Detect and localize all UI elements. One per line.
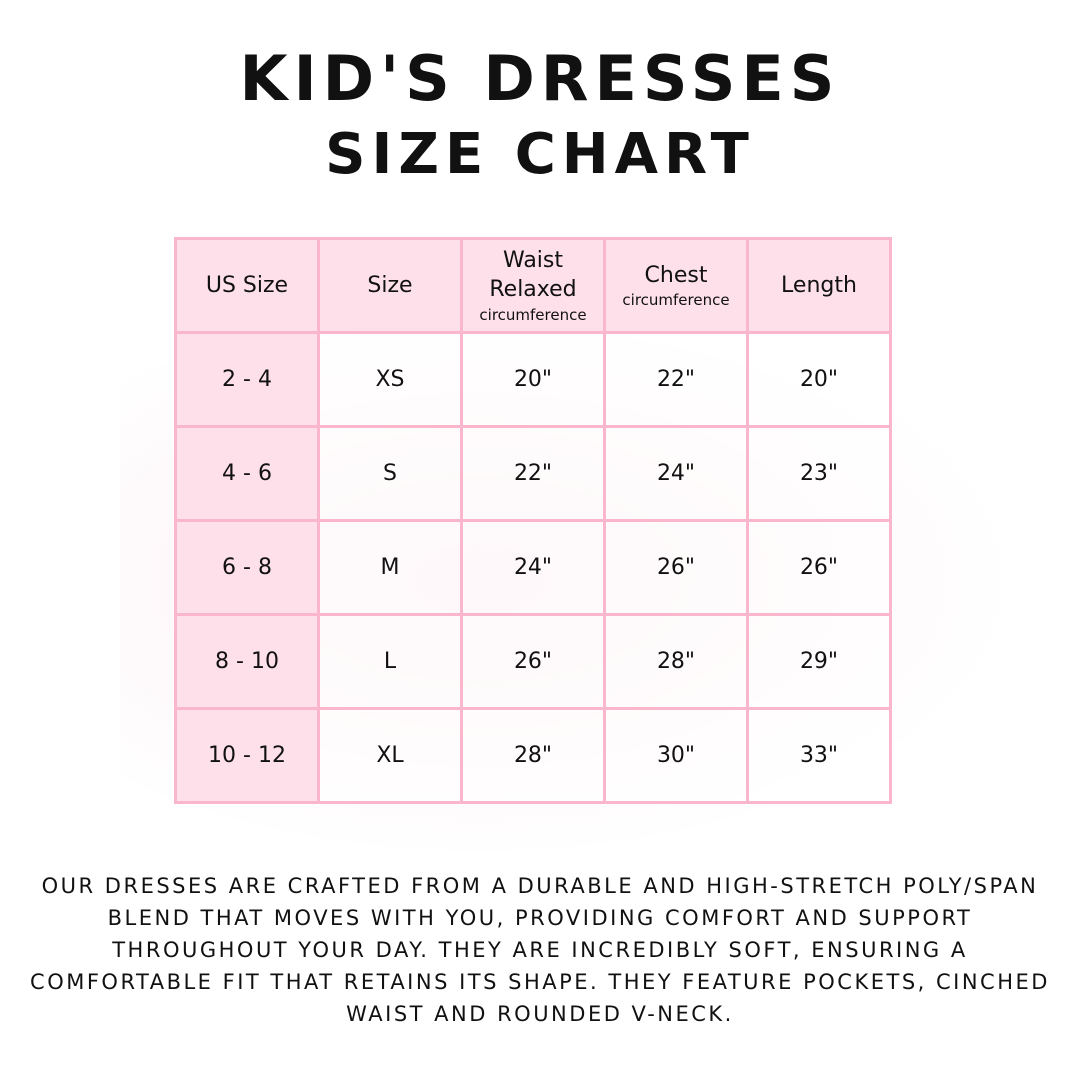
- description: Our dresses are crafted from a durable a…: [30, 874, 1050, 1026]
- cell-chest: 30": [603, 707, 749, 804]
- table-row: 6 - 8 M 24" 26" 26": [174, 519, 892, 616]
- cell-size: L: [317, 613, 463, 710]
- cell-length: 26": [746, 519, 892, 616]
- cell-us-size: 6 - 8: [174, 519, 320, 616]
- header-waist: Waist Relaxed circumference: [460, 237, 606, 334]
- cell-chest: 22": [603, 331, 749, 428]
- cell-size: S: [317, 425, 463, 522]
- header-chest: Chest circumference: [603, 237, 749, 334]
- title-line-2: SIZE CHART: [325, 122, 755, 187]
- cell-chest: 28": [603, 613, 749, 710]
- cell-waist: 20": [460, 331, 606, 428]
- table-row: 4 - 6 S 22" 24" 23": [174, 425, 892, 522]
- table-row: 8 - 10 L 26" 28" 29": [174, 613, 892, 710]
- cell-us-size: 8 - 10: [174, 613, 320, 710]
- cell-length: 20": [746, 331, 892, 428]
- size-chart-table: US Size Size Waist Relaxed circumference …: [174, 237, 892, 804]
- cell-us-size: 4 - 6: [174, 425, 320, 522]
- cell-size: XL: [317, 707, 463, 804]
- table-row: 10 - 12 XL 28" 30" 33": [174, 707, 892, 804]
- header-row: US Size Size Waist Relaxed circumference …: [174, 237, 892, 334]
- cell-waist: 24": [460, 519, 606, 616]
- cell-length: 29": [746, 613, 892, 710]
- cell-us-size: 2 - 4: [174, 331, 320, 428]
- table-row: 2 - 4 XS 20" 22" 20": [174, 331, 892, 428]
- cell-waist: 28": [460, 707, 606, 804]
- cell-chest: 24": [603, 425, 749, 522]
- cell-size: XS: [317, 331, 463, 428]
- cell-length: 33": [746, 707, 892, 804]
- header-size: Size: [317, 237, 463, 334]
- cell-length: 23": [746, 425, 892, 522]
- cell-waist: 22": [460, 425, 606, 522]
- header-us-size: US Size: [174, 237, 320, 334]
- cell-waist: 26": [460, 613, 606, 710]
- cell-us-size: 10 - 12: [174, 707, 320, 804]
- header-length: Length: [746, 237, 892, 334]
- cell-size: M: [317, 519, 463, 616]
- cell-chest: 26": [603, 519, 749, 616]
- title-line-1: KID'S DRESSES: [239, 42, 841, 115]
